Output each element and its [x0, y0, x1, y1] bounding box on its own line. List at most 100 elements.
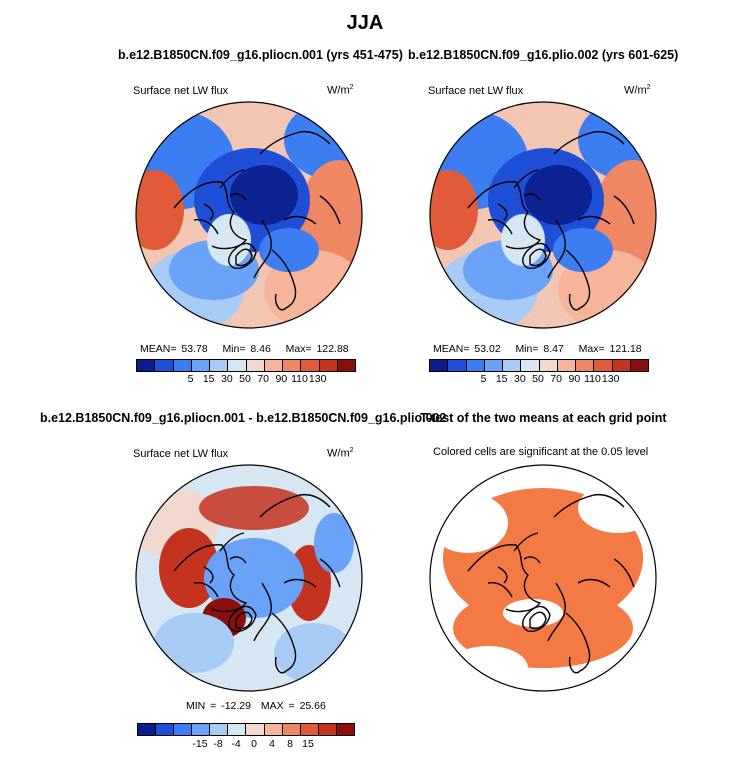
panel4-title: T-test of the two means at each grid poi… — [420, 411, 667, 425]
colorbar-cell — [282, 724, 301, 735]
colorbar-tick-label: 5 — [187, 373, 194, 385]
panel2-variable: Surface net LW flux — [428, 85, 524, 97]
colorbar-cell — [210, 724, 229, 735]
colorbar-cell — [630, 360, 648, 371]
colorbar-cell — [430, 360, 449, 371]
colorbar-tick-label: 30 — [513, 373, 526, 385]
colorbar-tick-label: 130 — [308, 373, 327, 385]
nonsignificant-region — [430, 493, 508, 553]
colorbar-cell — [594, 360, 613, 371]
coastline-segment — [577, 558, 635, 588]
colorbar-cell — [576, 360, 595, 371]
greenland-outline — [529, 611, 547, 630]
colorbar-cell — [466, 360, 485, 371]
page-title: JJA — [346, 12, 384, 34]
colorbar-cell — [138, 724, 157, 735]
panel2-min-label: Min= — [515, 343, 539, 355]
panel4-subtitle: Colored cells are significant at the 0.0… — [433, 446, 649, 458]
map-field — [430, 102, 656, 328]
coastline-segment — [259, 493, 331, 518]
coastline-segment — [173, 181, 248, 250]
coastline-segment — [522, 242, 551, 269]
colorbar-cell — [539, 360, 558, 371]
coastline-segment — [173, 544, 248, 613]
coastline-segment — [547, 582, 566, 642]
panel2-min: 8.47 — [543, 343, 564, 355]
coastlines — [467, 493, 635, 674]
panel1-units: W/m2 — [327, 84, 354, 97]
colorbar-cell — [192, 724, 211, 735]
panel3-units: W/m2 — [327, 447, 354, 460]
coastline-segment — [577, 195, 635, 225]
colorbar-cell — [503, 360, 522, 371]
coastline-segment — [467, 544, 542, 613]
coastline-segment — [467, 181, 542, 250]
colorbar-tick-label: 5 — [480, 373, 487, 385]
coastline-segment — [565, 249, 591, 311]
coastline-segment — [283, 558, 341, 588]
panel1-max-label: Max= — [285, 343, 312, 355]
coastline-segment — [271, 612, 297, 674]
field-region — [230, 165, 298, 225]
panel2-title: b.e12.B1850CN.f09_g16.plio.002 (yrs 601-… — [408, 48, 679, 62]
colorbar-tick-label: 50 — [239, 373, 251, 385]
coastline-segment — [553, 493, 625, 518]
nonsignificant-region — [578, 483, 656, 533]
panel2-max: 121.18 — [609, 343, 642, 355]
coastline-segment — [513, 169, 541, 201]
panel1-map — [135, 101, 363, 329]
panel1-min: 8.46 — [250, 343, 271, 355]
colorbar-cell — [300, 724, 319, 735]
colorbar-cell — [318, 724, 337, 735]
panel4-map — [429, 464, 657, 692]
coastline-segment — [253, 582, 272, 642]
field-region — [524, 165, 592, 225]
colorbar-cell — [612, 360, 631, 371]
panel1-mean: 53.78 — [181, 343, 208, 355]
colorbar-tick-label: 15 — [302, 738, 314, 750]
panel2-max-label: Max= — [578, 343, 605, 355]
field-region — [204, 538, 304, 618]
coastline-segment — [228, 605, 257, 632]
panel1-max: 122.88 — [316, 343, 349, 355]
map-field — [430, 465, 656, 691]
panel2-mean-label: MEAN= — [433, 343, 470, 355]
coastline-segment — [283, 195, 341, 225]
coastline-segment — [219, 532, 247, 564]
coastline-segment — [253, 219, 272, 279]
panel3-map — [135, 464, 363, 692]
field-region — [274, 623, 354, 683]
coastline-segment — [271, 249, 297, 311]
panel3-max: 25.66 — [299, 700, 326, 712]
coastlines — [467, 130, 635, 311]
panel2-map — [429, 101, 657, 329]
panel3-max-label: MAX = — [260, 700, 295, 712]
coastline-segment — [193, 203, 219, 235]
panel3-stats: MIN = -12.29 MAX = 25.66 — [186, 700, 326, 712]
colorbar-cell — [484, 360, 503, 371]
coastline-segment — [553, 130, 625, 155]
map-boundary — [135, 464, 363, 692]
colorbar-cell — [301, 360, 320, 371]
colorbar-tick-label: -15 — [192, 738, 208, 750]
colorbar-cell — [283, 360, 302, 371]
panel1-variable: Surface net LW flux — [133, 85, 229, 97]
colorbar-tick-label: 110 — [291, 373, 308, 385]
panel3-min-label: MIN = — [186, 700, 217, 712]
field-region — [207, 214, 251, 266]
field-region — [259, 228, 319, 272]
colorbar-tick-label: 0 — [251, 738, 257, 750]
greenland-outline — [235, 248, 253, 267]
coastline-segment — [487, 566, 513, 598]
map-boundary — [135, 101, 363, 329]
coastline-segment — [565, 612, 591, 674]
colorbar-cell — [557, 360, 576, 371]
colorbar-tick-label: 70 — [257, 373, 269, 385]
panel1-colorbar — [136, 359, 356, 372]
map-field — [136, 465, 362, 691]
colorbar-cell — [264, 360, 283, 371]
colorbar-tick-label: 4 — [269, 738, 275, 750]
colorbar-cell — [337, 360, 355, 371]
coastline-segment — [547, 219, 566, 279]
colorbar-cell — [319, 360, 338, 371]
